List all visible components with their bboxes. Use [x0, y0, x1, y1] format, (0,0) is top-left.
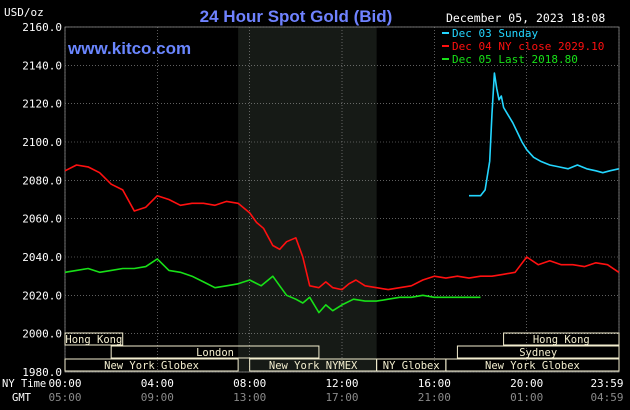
legend-entry: Dec 05 Last 2018.80	[452, 53, 578, 66]
x-tick-label-gmt: 13:00	[233, 391, 266, 404]
chart-datetime: December 05, 2023 18:08	[446, 11, 605, 25]
session-label: London	[196, 347, 234, 359]
session-box-outline	[503, 332, 620, 346]
x-tick-label-gmt: 01:00	[510, 391, 543, 404]
series-line	[469, 72, 619, 197]
session-box-outline	[64, 332, 124, 346]
legend-entry: Dec 04 NY close 2029.10	[452, 40, 604, 53]
nymex-hours-shade	[238, 27, 377, 372]
session-box: New York Globex	[64, 358, 239, 372]
y-tick-label: 2000.0	[22, 328, 62, 341]
session-label: Hong Kong	[533, 334, 590, 346]
x-tick-label-gmt: 17:00	[325, 391, 358, 404]
plot-frame	[64, 26, 620, 373]
y-tick-label: 2100.0	[22, 136, 62, 149]
session-box: New York Globex	[445, 358, 620, 372]
y-axis-tick-labels: 1980.0 2000.0 2020.0 2040.0 2060.0 2080.0 2100…	[22, 21, 62, 379]
y-tick-label: 2020.0	[22, 289, 62, 302]
y-tick-label: 1980.0	[22, 366, 62, 379]
y-axis-unit-label: USD/oz	[4, 6, 44, 19]
x-tick-label-ny: 12:00	[325, 377, 358, 390]
price-series	[64, 72, 620, 314]
x-tick-label-ny: 23:59	[590, 377, 623, 390]
session-label: New York Globex	[485, 360, 580, 372]
x-tick-label-ny: 20:00	[510, 377, 543, 390]
session-label: New York NYMEX	[269, 360, 358, 372]
session-box: Hong Kong	[64, 332, 124, 346]
x-tick-label-gmt: 04:59	[590, 391, 623, 404]
site-watermark: www.kitco.com	[67, 39, 191, 58]
chart-grid	[64, 26, 620, 373]
x-tick-label-gmt: 09:00	[141, 391, 174, 404]
x-tick-label-ny: 16:00	[418, 377, 451, 390]
session-box-outline	[456, 345, 620, 359]
series-line	[64, 258, 481, 314]
session-box-outline	[445, 358, 620, 372]
x-tick-label-gmt: 21:00	[418, 391, 451, 404]
chart-title: 24 Hour Spot Gold (Bid)	[200, 7, 393, 26]
legend-entry: Dec 03 Sunday	[452, 27, 538, 40]
x-tick-label-ny: 00:00	[48, 377, 81, 390]
x-tick-label-gmt: 05:00	[48, 391, 81, 404]
gmt-label: GMT	[12, 392, 32, 404]
session-box: Sydney	[456, 345, 620, 359]
session-label: New York Globex	[104, 360, 199, 372]
x-axis-tick-labels: 00:00 04:00 08:00 12:00 16:00 20:00 23:59 05:00…	[48, 377, 623, 404]
y-tick-label: 2160.0	[22, 21, 62, 34]
session-box-outline	[64, 358, 239, 372]
session-box-outline	[110, 345, 320, 359]
session-label: NY Globex	[383, 360, 440, 372]
series-line	[64, 164, 620, 291]
session-label: Hong Kong	[65, 334, 122, 346]
y-tick-label: 2060.0	[22, 213, 62, 226]
session-box: NY Globex	[376, 358, 447, 372]
session-box: Hong Kong	[503, 332, 620, 346]
y-tick-label: 2140.0	[22, 59, 62, 72]
y-tick-label: 2040.0	[22, 251, 62, 264]
y-tick-label: 2120.0	[22, 98, 62, 111]
session-box: London	[110, 345, 320, 359]
y-tick-label: 2080.0	[22, 174, 62, 187]
x-tick-label-ny: 08:00	[233, 377, 266, 390]
ny-time-label: NY Time	[2, 378, 46, 390]
x-tick-label-ny: 04:00	[141, 377, 174, 390]
session-label: Sydney	[519, 347, 557, 359]
